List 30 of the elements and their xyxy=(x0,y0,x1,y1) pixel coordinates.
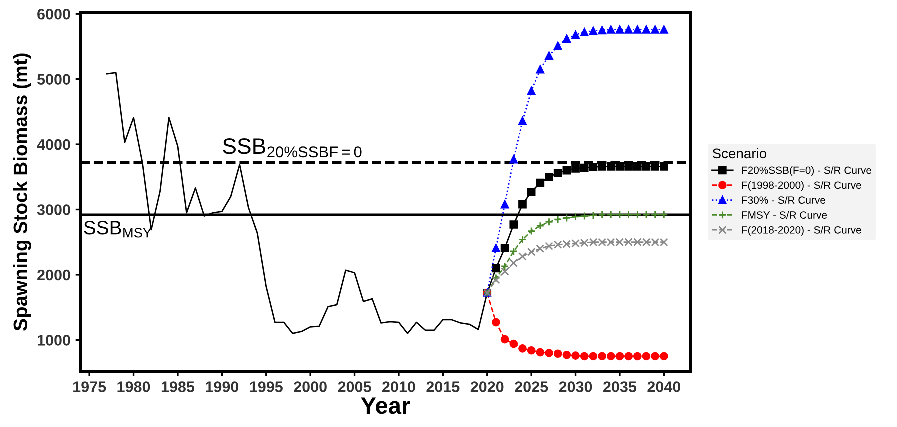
x-tick-label: 1975 xyxy=(74,382,106,392)
x-tick-label: 1995 xyxy=(250,382,283,392)
x-tick-label: 2000 xyxy=(294,382,327,392)
legend-label: F20%SSB(F=0) - S/R Curve xyxy=(742,166,872,176)
x-tick-label: 2015 xyxy=(426,382,460,392)
x-tick-label: 2020 xyxy=(470,382,504,392)
legend-title: Scenario xyxy=(712,148,766,159)
x-tick-label: 2005 xyxy=(338,382,372,392)
x-tick-label: 2030 xyxy=(559,382,592,392)
legend-label: F(1998-2000) - S/R Curve xyxy=(742,181,862,192)
legend-label: FMSY - S/R Curve xyxy=(742,211,828,219)
y-tick-label: 4000 xyxy=(37,139,70,150)
x-axis-title: Year xyxy=(361,398,410,414)
legend-label: F(2018-2020) - S/R Curve xyxy=(742,226,862,236)
x-tick-label: 1985 xyxy=(162,382,195,392)
x-tick-label: 2040 xyxy=(648,382,681,392)
annotation: SSB$_{MSY}$ xyxy=(84,221,152,238)
y-tick-label: 6000 xyxy=(38,8,70,20)
x-tick-label: 1990 xyxy=(206,382,239,392)
x-tick-label: 2010 xyxy=(382,382,416,392)
y-tick-label: 2000 xyxy=(38,270,70,281)
y-tick-label: 1000 xyxy=(38,335,70,346)
y-tick-label: 3000 xyxy=(37,204,70,216)
y-axis-title: Spawning Stock Biomass (mt) xyxy=(13,54,32,331)
x-tick-label: 1980 xyxy=(118,382,150,392)
y-tick-label: 5000 xyxy=(37,74,70,86)
legend-label: F30% - S/R Curve xyxy=(742,196,826,204)
x-tick-label: 2035 xyxy=(604,382,637,392)
x-tick-label: 2025 xyxy=(515,382,548,392)
annotation: SSB$_{20%SSBF=0}$ xyxy=(223,138,362,158)
